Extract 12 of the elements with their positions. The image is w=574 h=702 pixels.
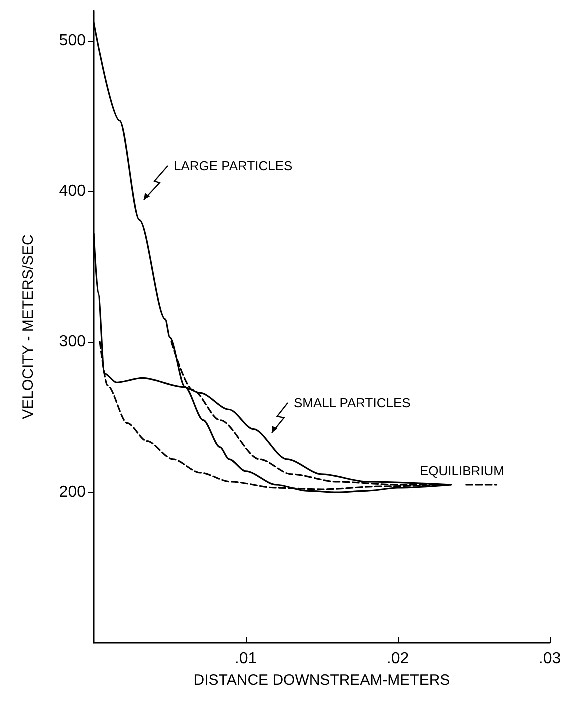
y-axis-title: VELOCITY - METERS/SEC	[20, 234, 37, 420]
x-axis-title: DISTANCE DOWNSTREAM-METERS	[194, 672, 450, 689]
annotation: LARGE PARTICLES	[174, 158, 294, 174]
annotation: SMALL PARTICLES	[294, 396, 412, 410]
y-tick-label: 200	[59, 484, 86, 502]
y-tick-label: 300	[59, 334, 86, 351]
y-tick-label: 400	[59, 183, 86, 200]
x-tick-label: .01	[234, 650, 258, 668]
annotation: EQUILIBRIUM	[420, 464, 505, 478]
x-tick-label: .02	[386, 650, 410, 668]
x-tick-label: .03	[538, 650, 562, 668]
y-tick-label: 500	[59, 32, 86, 50]
